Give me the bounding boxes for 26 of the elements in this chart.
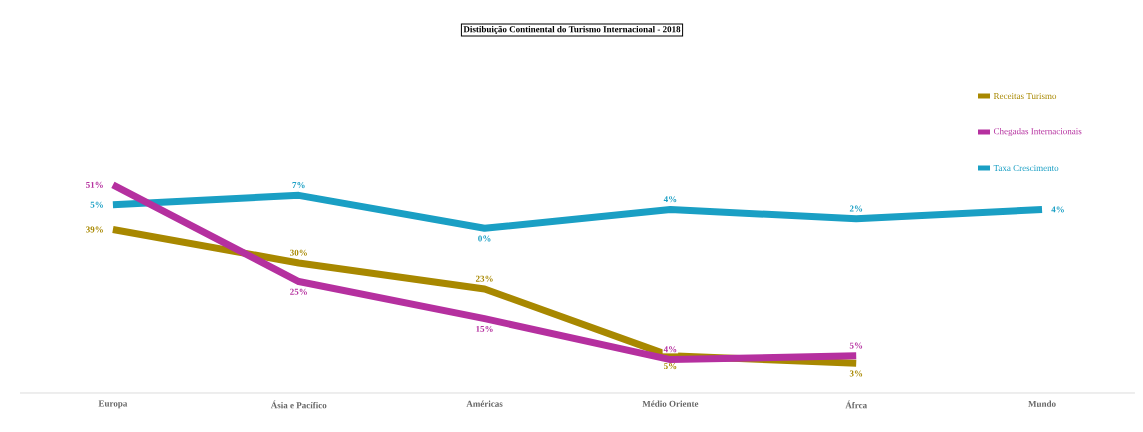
data-label: 4% (1051, 206, 1064, 213)
data-label: 2% (849, 205, 863, 212)
data-label: 39% (86, 226, 103, 233)
data-label: 4% (663, 196, 677, 203)
data-label: 5% (90, 201, 103, 208)
x-tick-label: Áfrca (845, 400, 867, 409)
chart-title: Distibuição Continental do Turismo Internacional - 2018 (463, 25, 681, 35)
data-label: 0% (478, 235, 491, 242)
legend-label: Receitas Turismo (993, 92, 1057, 100)
x-tick-label: Ásia e Pacífico (270, 400, 327, 409)
data-label: 5% (663, 363, 677, 370)
legend-label: Taxa Crescimento (993, 164, 1059, 172)
x-tick-label: Mundo (1028, 400, 1056, 407)
data-label: 4% (663, 346, 677, 353)
x-tick-label: Médio Oriente (642, 400, 699, 407)
data-label: 7% (292, 182, 305, 189)
data-label: 30% (290, 249, 307, 256)
data-label: 23% (475, 275, 493, 282)
data-label: 3% (849, 370, 863, 377)
data-label: 15% (476, 325, 493, 332)
legend-label: Chegadas Internacionais (993, 127, 1082, 137)
data-label: 5% (849, 342, 863, 349)
data-label: 51% (86, 181, 103, 188)
data-label: 25% (290, 288, 307, 295)
x-tick-label: Américas (466, 400, 503, 407)
x-tick-label: Europa (98, 400, 128, 409)
